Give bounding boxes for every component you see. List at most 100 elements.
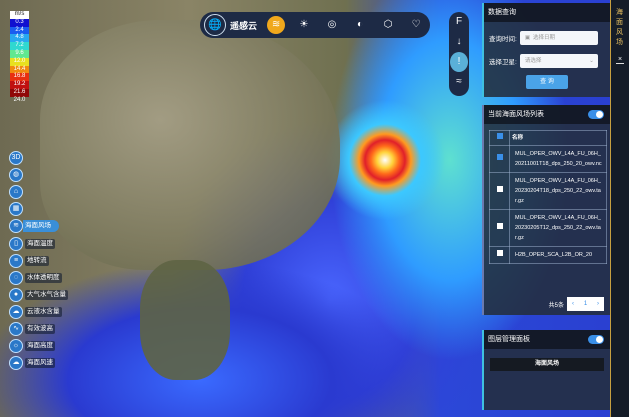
table-row[interactable]: MUL_OPER_OWV_L4A_FU_06H_20230204T18_dps_… (489, 172, 607, 210)
legend-stop: 12.0 (10, 57, 29, 66)
sidebar-item[interactable]: ▯ 海面温度 (9, 236, 55, 251)
sidebar-item[interactable]: ◌ 水体透明度 (9, 270, 62, 285)
wind-list-panel: 当前海面风场列表 名称 MUL_OPER_OWV_L4A_FU_06H_2021… (482, 105, 610, 315)
flag-icon[interactable]: F (455, 16, 463, 27)
file-name: MUL_OPER_OWV_L4A_FU_06H_20211001T18_dps_… (509, 145, 607, 173)
legend-stop: 9.6 (10, 49, 29, 58)
sidebar-item[interactable]: ☁ 云液水含量 (9, 304, 62, 319)
satellite-placeholder: 请选择 (524, 58, 542, 64)
heart-check-icon[interactable]: ♡ (411, 19, 421, 30)
file-name: MUL_OPER_OWV_L4A_FU_06H_20230204T18_dps_… (509, 172, 607, 210)
sidebar-item-label: 地转流 (25, 255, 49, 266)
file-table: 名称 MUL_OPER_OWV_L4A_FU_06H_20211001T18_d… (489, 130, 607, 264)
sidebar-item-label: 海面温度 (25, 238, 55, 249)
sidebar-item[interactable]: ≋ 海面风场 (9, 219, 59, 234)
query-button[interactable]: 查 询 (526, 75, 568, 89)
wind-icon: ≋ (9, 219, 23, 234)
legend-stop: 0.3 (10, 18, 29, 27)
app-title: 遥感云 (230, 20, 258, 31)
location-icon: ⌂ (9, 185, 23, 200)
3d-icon: 3D (9, 151, 23, 165)
sidebar-item-label: 海面风场 (23, 220, 59, 233)
sidebar-item[interactable]: ◍ (9, 168, 23, 183)
sea-height-icon: ☼ (9, 339, 23, 354)
ocean-layer-icon[interactable]: ≋ (267, 16, 286, 34)
calendar-icon: ▣ (524, 35, 531, 41)
sidebar-item[interactable]: ● 大气水气含量 (9, 287, 68, 302)
total-count: 共5条 (548, 302, 564, 309)
wind-icon[interactable]: ≈ (456, 76, 462, 87)
panel-title: 图层管理面板 (488, 336, 530, 343)
wave-circle-icon[interactable]: ◎ (327, 19, 337, 30)
sidebar-item-label: 大气水气含量 (25, 289, 68, 300)
sidebar-item-label: 云液水含量 (25, 306, 62, 317)
layer-toggle[interactable] (588, 335, 604, 344)
sidebar-item[interactable]: ☁ 海面风速 (9, 356, 55, 371)
thermometer-icon: ▯ (9, 236, 23, 251)
grid-icon: ▦ (9, 202, 23, 217)
sidebar-item[interactable]: ≡ 地转流 (9, 253, 49, 268)
table-row[interactable]: MUL_OPER_OWV_L4A_FU_06H_20211001T18_dps_… (489, 145, 607, 173)
sidebar-item-label: 海面风速 (25, 358, 55, 369)
waves-icon: ≡ (9, 253, 23, 268)
next-page-icon[interactable]: › (597, 301, 600, 307)
panel-title: 数据查询 (484, 3, 610, 22)
sidebar-item[interactable]: ☼ 海面高度 (9, 339, 55, 354)
file-name: MUL_OPER_OWV_L4A_FU_06H_20230205T12_dps_… (509, 209, 607, 247)
pin-icon[interactable]: ! (450, 52, 468, 72)
legend-stop: 14.4 (10, 65, 29, 74)
table-row[interactable]: H2B_OPER_SCA_L2B_OR_20 (489, 246, 607, 264)
prev-page-icon[interactable]: ‹ (571, 301, 574, 307)
select-all-checkbox[interactable] (496, 133, 503, 139)
legend-max: 24.0 (13, 96, 26, 103)
wind-speed-legend: m/s 0.3 2.4 4.8 7.2 9.6 12.0 14.4 16.8 19.2 21.6 … (10, 11, 29, 105)
legend-stop: 16.8 (10, 73, 29, 82)
pagination: 共5条 ‹ 1 › (484, 297, 604, 311)
land-area (40, 20, 340, 270)
row-checkbox[interactable] (496, 223, 503, 229)
drop-icon: ◌ (9, 270, 23, 285)
layer-panel: 图层管理面板 海面风场 (482, 330, 610, 410)
close-icon[interactable]: × (616, 56, 624, 64)
arrow-down-icon[interactable]: ↓ (456, 36, 462, 47)
right-collapse-strip: 海面风场 × (610, 0, 629, 417)
map-tools: F ↓! ≈ (449, 12, 469, 96)
water-drop-icon: ● (9, 287, 23, 302)
list-toggle[interactable] (588, 110, 604, 119)
legend-unit: m/s (10, 11, 29, 19)
table-row[interactable]: MUL_OPER_OWV_L4A_FU_06H_20230205T12_dps_… (489, 209, 607, 247)
sidebar-item[interactable]: ⌂ (9, 185, 23, 200)
satellite-label: 选择卫星: (489, 59, 517, 66)
sunrise-sea-icon[interactable]: ☀ (299, 19, 309, 30)
chevron-down-icon: ⌄ (589, 58, 594, 64)
satellite-select[interactable]: 请选择 ⌄ (519, 54, 598, 68)
sidebar-item-label: 海面高度 (25, 341, 55, 352)
column-header-name: 名称 (509, 130, 607, 146)
shield-icon[interactable]: ◐ (356, 19, 364, 30)
legend-stop: 21.6 (10, 88, 29, 97)
sidebar-item[interactable]: 3D (9, 151, 23, 165)
cloud-water-icon: ☁ (9, 304, 23, 319)
wave-height-icon: ∿ (9, 322, 23, 336)
row-checkbox[interactable] (496, 250, 503, 256)
layer-item[interactable]: 海面风场 (490, 358, 604, 371)
page-number[interactable]: 1 (583, 301, 588, 307)
data-query-panel: 数据查询 查询时间: ▣ 选择日期 选择卫星: 请选择 ⌄ 查 询 (482, 3, 610, 97)
strip-title: 海面风场 (616, 9, 623, 46)
row-checkbox[interactable] (496, 154, 503, 160)
row-checkbox[interactable] (496, 186, 503, 192)
sidebar-item-label: 有效波高 (25, 324, 55, 334)
land-area (140, 260, 230, 380)
date-input[interactable]: ▣ 选择日期 (519, 31, 598, 45)
legend-stop: 4.8 (10, 34, 29, 43)
sidebar-item[interactable]: ▦ (9, 202, 23, 217)
panel-title: 当前海面风场列表 (488, 111, 544, 118)
date-placeholder: 选择日期 (533, 35, 556, 41)
logo-globe-icon: 🌐 (204, 14, 226, 36)
top-navbar: 🌐 遥感云 ≋ ☀ ◎ ◐ ⬡ ♡ (200, 12, 430, 38)
legend-stop: 19.2 (10, 81, 29, 89)
sidebar-item[interactable]: ∿ 有效波高 (9, 322, 55, 336)
cube-icon[interactable]: ⬡ (383, 19, 393, 30)
legend-stop: 2.4 (10, 26, 29, 35)
file-name: H2B_OPER_SCA_L2B_OR_20 (509, 246, 607, 264)
